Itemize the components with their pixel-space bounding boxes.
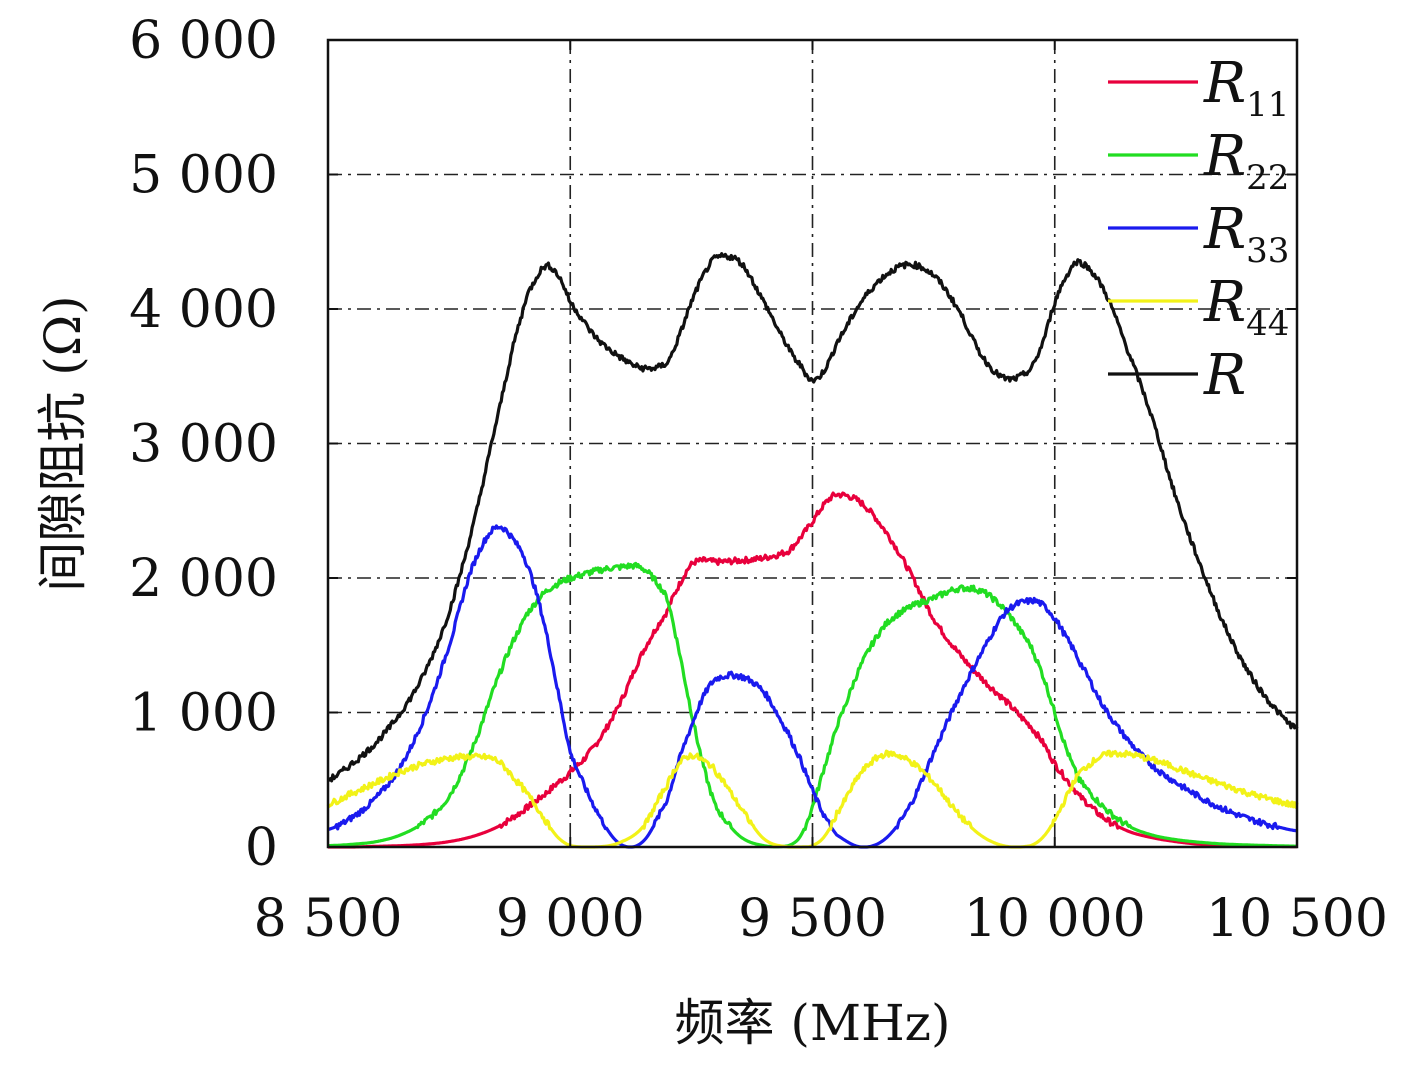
legend-entry-label: R44	[1203, 270, 1289, 344]
y-tick-label: 0	[245, 818, 278, 878]
series-line-2	[327, 561, 1298, 849]
y-tick-labels: 0 1 000 2 000 3 000 4 000 5 000 6 000	[129, 11, 1297, 878]
legend-entry-label: R22	[1203, 124, 1289, 198]
x-tick-label: 10 500	[1206, 889, 1388, 949]
legend-entry-label: R33	[1203, 197, 1289, 271]
series-line-1	[327, 491, 1298, 849]
y-tick-label: 4 000	[129, 280, 278, 340]
series-line-3	[327, 524, 1298, 849]
y-tick-label: 5 000	[129, 146, 278, 206]
y-tick-label: 6 000	[129, 11, 278, 71]
x-tick-label: 8 500	[254, 889, 403, 949]
x-tick-label: 9 500	[738, 889, 887, 949]
legend-entry-label: R11	[1203, 51, 1289, 125]
x-tick-labels: 8 500 9 000 9 500 10 000 10 500	[254, 40, 1388, 949]
y-tick-label: 2 000	[129, 549, 278, 609]
x-axis-label: 频率 (MHz)	[674, 994, 950, 1052]
y-tick-label: 1 000	[129, 684, 278, 744]
y-axis-label: 间隙阻抗 (Ω)	[34, 295, 92, 591]
series-line-5	[327, 252, 1299, 783]
x-tick-label: 10 000	[964, 889, 1146, 949]
x-tick-label: 9 000	[496, 889, 645, 949]
legend-entry-label: R	[1203, 343, 1246, 408]
y-tick-label: 3 000	[129, 415, 278, 475]
